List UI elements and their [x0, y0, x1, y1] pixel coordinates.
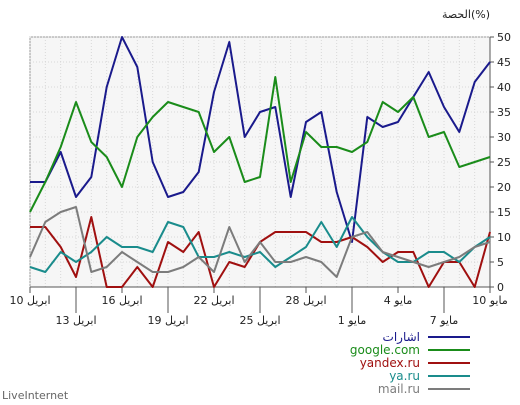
plot-area — [29, 36, 491, 288]
x-tick-label: 10 مايو — [472, 294, 508, 307]
x-tick-label: 19 ابريل — [147, 314, 188, 327]
legend-label: mail.ru — [378, 382, 420, 396]
x-tick-label: 10 ابريل — [9, 294, 50, 307]
y-tick-label: 5 — [497, 256, 504, 269]
x-tick-label: 1 مايو — [338, 314, 367, 327]
y-tick-label: 10 — [497, 231, 511, 244]
series-lines — [29, 36, 491, 288]
footer-brand: LiveInternet — [2, 389, 69, 402]
series-line-mail-ru — [29, 206, 491, 278]
y-tick-label: 40 — [497, 81, 511, 94]
x-tick-label: 16 ابريل — [101, 294, 142, 307]
chart-title: الحصة(%) — [442, 8, 490, 21]
y-tick-label: 20 — [497, 181, 511, 194]
series-line-google-com — [29, 76, 491, 213]
y-axis: 0 5 10 15 20 25 30 35 40 45 50 — [489, 31, 511, 294]
x-tick-label: 22 ابريل — [193, 294, 234, 307]
plot-frame — [29, 36, 491, 288]
x-tick-label: 25 ابريل — [239, 314, 280, 327]
x-axis: 10 مايو 4 مايو 28 ابريل 22 ابريل 16 ابريل 10 … — [9, 286, 508, 327]
y-tick-label: 25 — [497, 156, 511, 169]
x-tick-label: 7 مايو — [430, 314, 459, 327]
x-tick-label: 28 ابريل — [285, 294, 326, 307]
y-tick-label: 50 — [497, 31, 511, 44]
y-tick-label: 35 — [497, 106, 511, 119]
x-tick-label: 4 مايو — [384, 294, 413, 307]
legend-label: اشارات — [383, 330, 420, 345]
y-tick-label: 45 — [497, 56, 511, 69]
legend-label: yandex.ru — [360, 356, 420, 370]
y-tick-label: 30 — [497, 131, 511, 144]
legend-label: google.com — [350, 343, 420, 357]
y-tick-label: 15 — [497, 206, 511, 219]
y-tick-label: 0 — [497, 281, 504, 294]
legend-label: ya.ru — [389, 369, 420, 383]
x-tick-label: 13 ابريل — [55, 314, 96, 327]
